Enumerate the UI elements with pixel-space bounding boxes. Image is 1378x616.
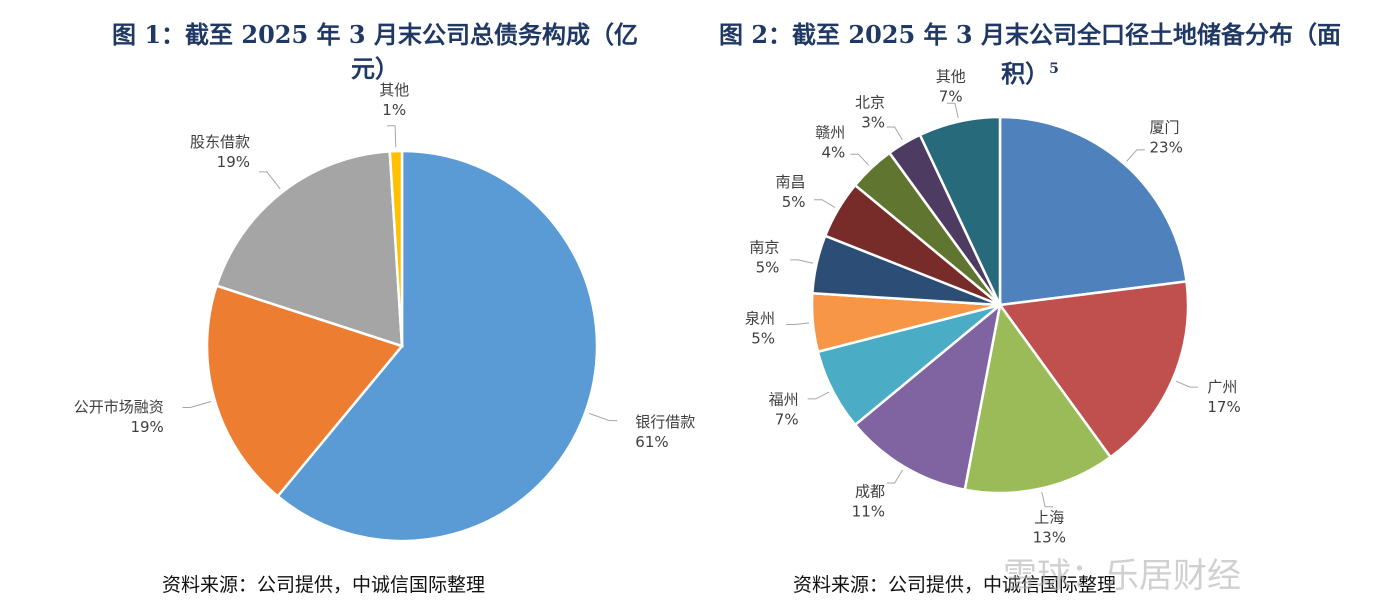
chart2-source: 资料来源：公司提供，中诚信国际整理: [793, 574, 1117, 596]
slice-label-2-5: 福州: [769, 391, 799, 409]
pie-slice-1-4: [388, 149, 404, 347]
slice-label-2-8: 南昌: [775, 173, 805, 191]
slice-label-2-1: 厦门: [1150, 119, 1180, 137]
slice-label-2-6: 泉州: [745, 309, 775, 327]
slice-value-2-10: 3%: [861, 114, 885, 132]
slice-value-2-11: 7%: [939, 87, 963, 105]
slice-value-1-1: 61%: [635, 433, 668, 451]
pie-chart-2: 厦门 23% 广州 17% 上海 13% 成都 11% 福州 7% 泉州 5% 南京 5% 南昌 5% 赣州 4%…: [745, 67, 1241, 546]
slice-value-2-6: 5%: [751, 329, 775, 347]
leader-line-2-11: [946, 102, 959, 119]
slice-value-2-2: 17%: [1207, 398, 1240, 416]
slice-label-2-10: 北京: [855, 94, 885, 112]
slice-value-1-3: 19%: [217, 153, 250, 171]
chart1-title-line2: 元）: [351, 54, 399, 83]
leader-line-2-4: [886, 469, 903, 484]
pie-slice-1-3: [214, 150, 404, 348]
chart2-title-footnote: 5: [1049, 61, 1059, 77]
slice-value-2-3: 13%: [1033, 529, 1066, 547]
leader-line-1-3: [258, 171, 281, 190]
leader-line-2-1: [1126, 149, 1145, 162]
leader-line-2-2: [1175, 380, 1198, 388]
slice-value-2-5: 7%: [775, 411, 799, 429]
chart1-title-line1: 图 1：截至 2025 年 3 月末公司总债务构成（亿: [112, 20, 638, 49]
pie-slice-1-2: [205, 284, 405, 499]
slice-label-2-2: 广州: [1207, 378, 1237, 396]
slice-value-2-9: 4%: [822, 143, 846, 161]
slice-label-2-9: 赣州: [815, 123, 845, 141]
pie-chart-1: 银行借款 61% 公开市场融资 19% 股东借款 19% 其他 1%: [74, 81, 695, 543]
slice-label-1-1: 银行借款: [635, 413, 695, 431]
chart2-title-line2: 积）5: [690, 52, 1370, 91]
leader-line-1-1: [588, 412, 618, 422]
slice-label-1-4: 其他: [379, 81, 409, 99]
slice-value-2-7: 5%: [756, 259, 780, 277]
chart1-title: 图 1：截至 2025 年 3 月末公司总债务构成（亿 元）: [90, 18, 660, 86]
pie-slice-1-1: [275, 149, 599, 543]
leader-line-2-10: [886, 126, 903, 141]
leader-line-2-5: [807, 391, 830, 400]
slice-label-2-7: 南京: [749, 239, 779, 257]
slice-label-2-3: 上海: [1034, 509, 1064, 527]
slice-label-1-3: 股东借款: [190, 133, 250, 151]
chart2-title-line2-text: 积）: [1001, 59, 1050, 88]
slice-label-2-4: 成都: [855, 483, 885, 501]
pie-slice-2-4: [853, 301, 1002, 492]
pie-slice-2-1: [998, 115, 1188, 307]
leader-line-2-9: [850, 153, 870, 166]
pie-slice-2-11: [918, 115, 1002, 306]
leader-line-2-7: [790, 259, 814, 264]
slice-label-1-2: 公开市场融资: [74, 398, 164, 416]
slice-value-2-8: 5%: [782, 193, 806, 211]
slice-value-2-1: 23%: [1150, 139, 1183, 157]
slice-value-1-2: 19%: [130, 418, 163, 436]
leader-line-2-3: [1041, 491, 1054, 508]
leader-line-2-8: [814, 199, 836, 208]
chart2-title: 图 2：截至 2025 年 3 月末公司全口径土地储备分布（面 积）5: [690, 18, 1370, 91]
chart1-source: 资料来源：公司提供，中诚信国际整理: [162, 574, 486, 596]
leader-line-1-4: [387, 125, 397, 148]
leader-line-1-2: [182, 401, 212, 408]
leader-line-2-6: [786, 322, 810, 325]
slice-value-1-4: 1%: [382, 101, 406, 119]
chart2-title-line1: 图 2：截至 2025 年 3 月末公司全口径土地储备分布（面: [719, 20, 1341, 49]
slice-label-2-11: 其他: [936, 67, 966, 85]
watermark: 雪球：乐居财经: [1003, 556, 1241, 596]
pie-slice-2-2: [997, 280, 1190, 459]
pie-slice-2-3: [963, 301, 1113, 495]
slice-value-2-4: 11%: [852, 503, 885, 521]
